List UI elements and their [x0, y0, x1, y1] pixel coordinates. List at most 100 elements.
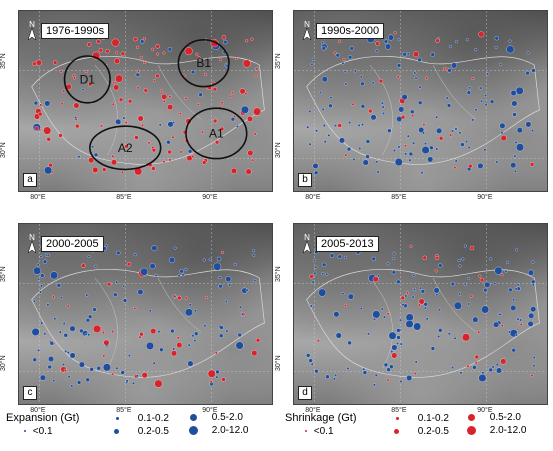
lake-dot [219, 126, 225, 132]
lake-dot [111, 154, 115, 158]
lake-dot [40, 284, 43, 288]
lake-dot [187, 343, 191, 347]
lake-dot [458, 264, 462, 268]
lake-dot [396, 328, 401, 333]
lake-dot [62, 363, 65, 367]
lake-dot [375, 41, 380, 46]
lake-dot [406, 291, 409, 295]
lake-dot [213, 262, 222, 271]
lake-dot [242, 59, 251, 68]
legend-expansion-class-0: <0.1 [24, 426, 53, 437]
lake-dot [146, 341, 154, 350]
lake-dot [496, 367, 502, 374]
lake-dot [221, 35, 227, 40]
lake-dot [531, 68, 536, 73]
legend-expansion-dot-2 [114, 428, 119, 434]
lake-dot [184, 308, 193, 317]
lake-dot [176, 342, 183, 349]
lake-dot [341, 61, 345, 65]
lake-dot [167, 104, 174, 111]
lake-dot [500, 358, 507, 365]
lake-dot [372, 276, 379, 283]
lake-dot [438, 136, 444, 141]
lon-tick-label: 90°E [202, 407, 218, 414]
map-panel-a: 80°E 85°E 90°E 35°N 30°N D1 B1 A1 A2 N 1976-1990s a [0, 0, 275, 204]
lake-dot [184, 96, 188, 100]
lake-dot [409, 244, 413, 248]
lake-dot [112, 81, 115, 84]
lake-dot [421, 146, 430, 154]
lake-dot [358, 146, 362, 150]
lake-dot [381, 105, 385, 109]
lake-dot [220, 101, 224, 105]
lake-dot [418, 286, 422, 290]
lake-dot [453, 336, 457, 340]
lake-dot [489, 99, 495, 104]
lake-dot [408, 151, 414, 157]
legend-expansion-class-3: 0.5-2.0 [190, 412, 243, 423]
lake-dot [435, 38, 440, 43]
lake-dot [465, 38, 469, 42]
lake-dot [133, 253, 137, 257]
lake-dot [494, 36, 499, 41]
lake-dot [420, 289, 426, 294]
lake-dot [308, 142, 312, 146]
lake-dot [500, 135, 507, 142]
lon-tick-label: 80°E [305, 194, 321, 201]
lake-dot [151, 245, 158, 252]
lake-dot [322, 262, 327, 267]
lake-dot [120, 370, 125, 375]
lake-dot [414, 76, 418, 80]
lake-dot [157, 330, 161, 334]
lake-dot [374, 373, 378, 377]
lake-dot [334, 373, 338, 377]
lake-dot [451, 62, 458, 69]
lake-dot [516, 283, 520, 287]
lake-dot [385, 43, 392, 50]
lake-dot [457, 258, 461, 262]
lake-dot [380, 307, 384, 311]
lake-dot [446, 103, 452, 108]
basin-outline [94, 277, 202, 369]
lake-dot [85, 318, 91, 323]
lake-dot [209, 380, 213, 384]
lake-dot [122, 116, 126, 120]
lake-dot [40, 321, 44, 325]
lake-dot [216, 256, 222, 262]
lake-dot [344, 82, 348, 86]
legend-shrinkage-dot-1 [396, 416, 399, 420]
lake-dot [212, 87, 218, 92]
lake-dot [398, 106, 405, 113]
lake-dot [412, 288, 416, 291]
lake-dot [486, 72, 490, 76]
lake-dot [237, 332, 242, 338]
lake-dot [474, 361, 478, 365]
lake-dot [160, 89, 164, 92]
lake-dot [477, 330, 481, 334]
lake-dot [34, 113, 40, 120]
lake-dot [427, 156, 434, 163]
lake-dot [362, 370, 368, 375]
lake-dot [53, 60, 58, 65]
lake-dot [450, 281, 456, 287]
north-arrow-glyph: N [302, 20, 312, 41]
lake-dot [367, 332, 370, 336]
lake-dot [443, 67, 446, 71]
lake-dot [316, 339, 320, 343]
lake-dot [328, 103, 333, 108]
lake-dot [310, 62, 314, 66]
lake-dot [344, 153, 348, 157]
lake-dot [531, 129, 535, 133]
lake-dot [483, 287, 488, 293]
region-ellipse-a2 [89, 125, 162, 171]
lake-dot [155, 44, 160, 49]
lake-dot [484, 103, 488, 107]
lake-dot [508, 287, 513, 293]
basin-outline [31, 55, 265, 165]
lake-dot [168, 158, 172, 162]
lake-dot [394, 158, 403, 167]
lat-tick-label: 30°N [275, 354, 282, 371]
lake-dot [43, 126, 52, 135]
lake-dot [148, 309, 152, 313]
lake-dot [150, 328, 157, 335]
